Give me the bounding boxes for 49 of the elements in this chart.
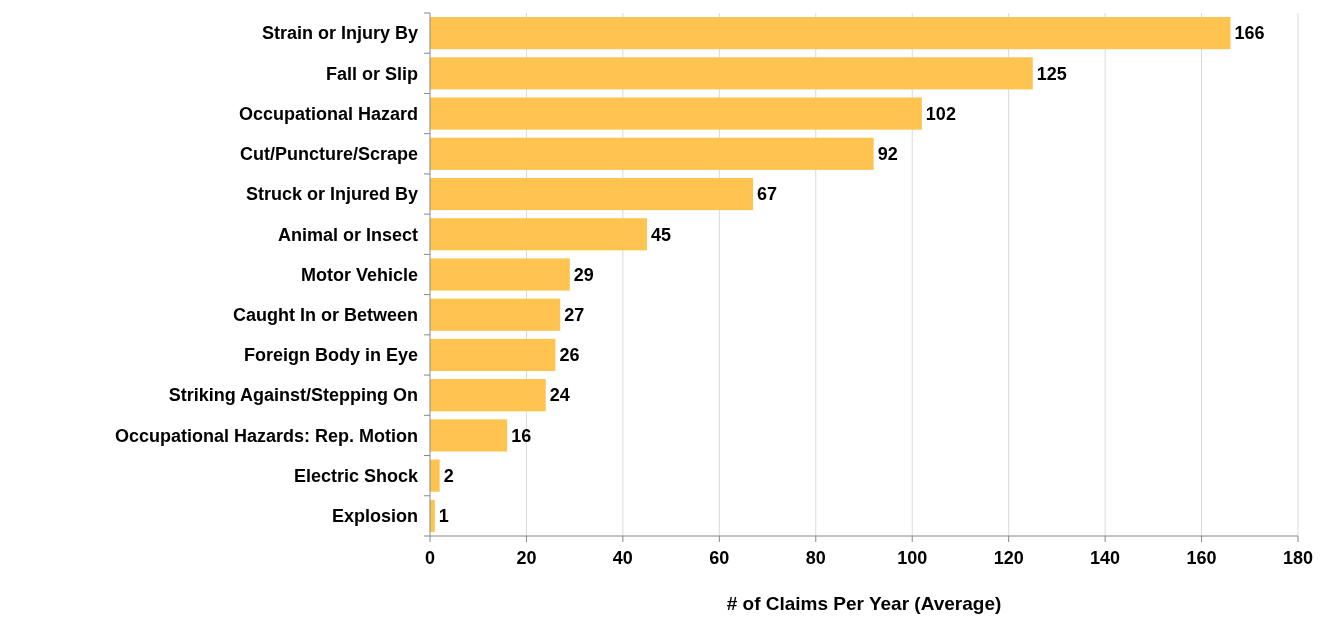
- data-label: 27: [564, 305, 585, 326]
- data-label: 26: [559, 345, 580, 366]
- bar: [430, 17, 1231, 50]
- x-tick-label: 120: [993, 548, 1024, 568]
- data-label: 125: [1036, 63, 1067, 84]
- x-tick-label: 100: [897, 548, 928, 568]
- bar: [430, 338, 556, 372]
- y-tick-label: Occupational Hazards: Rep. Motion: [114, 425, 418, 446]
- data-label: 45: [651, 224, 672, 245]
- data-label: 16: [511, 425, 532, 446]
- y-tick-label: Motor Vehicle: [300, 264, 418, 285]
- y-tick-label: Struck or Injured By: [245, 184, 418, 205]
- x-tick-label: 80: [805, 548, 826, 568]
- y-tick-label: Animal or Insect: [277, 224, 418, 245]
- x-tick-label: 140: [1090, 548, 1121, 568]
- bar: [430, 137, 874, 170]
- y-tick-label: Foreign Body in Eye: [243, 345, 418, 366]
- y-tick-label: Electric Shock: [293, 465, 419, 486]
- bar: [430, 177, 754, 211]
- bar: [430, 379, 546, 412]
- x-axis-title: # of Claims Per Year (Average): [726, 593, 1002, 614]
- y-tick-label: Strain or Injury By: [261, 23, 418, 44]
- bar: [430, 459, 440, 492]
- x-tick-label: 180: [1282, 548, 1314, 568]
- data-label: 2: [443, 465, 454, 486]
- data-label: 67: [757, 184, 778, 205]
- bar: [430, 218, 647, 251]
- data-label: 166: [1234, 23, 1265, 44]
- data-label: 92: [877, 144, 898, 165]
- x-tick-label: 0: [424, 548, 436, 568]
- bar: [430, 57, 1033, 90]
- data-label: 29: [573, 264, 594, 285]
- y-tick-label: Cut/Puncture/Scrape: [239, 144, 418, 165]
- bar: [430, 298, 561, 331]
- bar: [430, 419, 508, 452]
- y-tick-label: Caught In or Between: [232, 305, 418, 326]
- bar: [430, 97, 922, 130]
- y-tick-label: Occupational Hazard: [238, 103, 418, 124]
- y-tick-label: Explosion: [331, 506, 418, 527]
- data-label: 1: [438, 506, 449, 527]
- x-tick-label: 160: [1186, 548, 1217, 568]
- y-tick-label: Fall or Slip: [325, 63, 418, 84]
- x-tick-label: 40: [612, 548, 633, 568]
- y-tick-label: Striking Against/Stepping On: [168, 385, 418, 406]
- data-label: 102: [925, 103, 956, 124]
- bar: [430, 258, 570, 291]
- x-tick-label: 20: [516, 548, 537, 568]
- x-tick-label: 60: [709, 548, 730, 568]
- data-label: 24: [549, 385, 570, 406]
